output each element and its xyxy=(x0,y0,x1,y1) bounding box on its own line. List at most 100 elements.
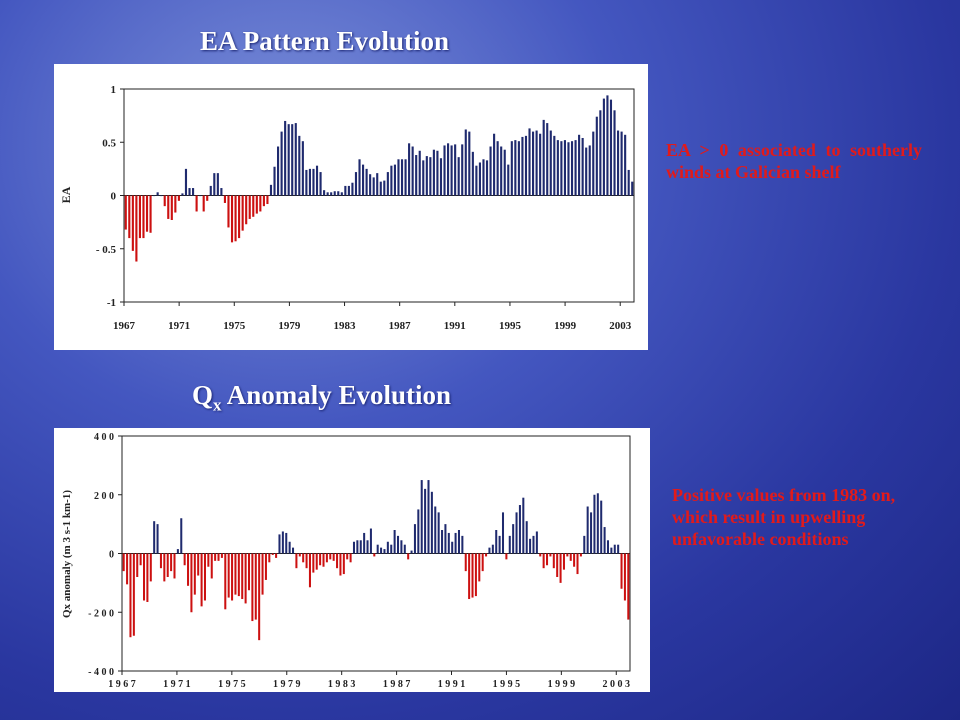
ea-bar xyxy=(138,195,141,239)
qx-bar xyxy=(325,553,328,563)
qx-bar xyxy=(366,540,369,554)
qx-bar xyxy=(407,553,410,560)
qx-bar xyxy=(292,547,295,554)
ea-x-tick-label: 1983 xyxy=(334,320,357,332)
ea-bar xyxy=(631,181,634,196)
ea-bar xyxy=(617,130,620,196)
ea-bar xyxy=(273,166,276,196)
ea-bar xyxy=(390,165,393,196)
qx-bar xyxy=(474,553,477,597)
qx-bar xyxy=(562,553,565,570)
qx-bar xyxy=(176,549,179,554)
ea-bar xyxy=(124,195,127,230)
qx-bar xyxy=(535,531,538,554)
ea-note: EA > 0 associated to southerly winds at … xyxy=(666,140,922,182)
qx-bar xyxy=(586,506,589,554)
ea-bar xyxy=(202,195,205,212)
qx-bar xyxy=(481,553,484,572)
ea-bar xyxy=(280,131,283,196)
ea-x-tick-label: 1995 xyxy=(499,320,521,332)
qx-bar xyxy=(417,509,420,554)
ea-bar xyxy=(425,156,428,196)
ea-bar xyxy=(372,177,375,196)
ea-y-tick-label: 0 xyxy=(111,191,117,203)
ea-bar xyxy=(383,180,386,196)
ea-bar xyxy=(393,164,396,196)
qx-bar xyxy=(254,553,257,620)
ea-y-tick-label: 0.5 xyxy=(102,137,116,149)
qx-bar xyxy=(501,512,505,554)
qx-x-tick-label: 1 9 9 9 xyxy=(548,679,576,690)
qx-bar xyxy=(623,553,626,601)
qx-bar xyxy=(542,553,545,569)
qx-bar xyxy=(515,512,518,554)
ea-bar xyxy=(461,144,464,196)
ea-bar xyxy=(142,195,145,239)
qx-bar xyxy=(451,541,454,554)
ea-bar xyxy=(588,145,591,196)
qx-bar xyxy=(468,553,471,600)
ea-bar xyxy=(128,195,131,239)
qx-bar xyxy=(132,553,135,636)
qx-bar xyxy=(518,505,521,554)
ea-bar xyxy=(294,123,297,196)
ea-bar xyxy=(241,195,244,231)
ea-bar xyxy=(411,146,414,196)
ea-bar xyxy=(323,190,326,196)
qx-bar xyxy=(383,549,386,554)
qx-bar xyxy=(532,535,535,554)
ea-bar xyxy=(227,195,230,228)
ea-bar xyxy=(439,158,443,196)
ea-bar xyxy=(195,195,198,212)
qx-bar xyxy=(373,553,376,557)
ea-bar xyxy=(376,173,379,196)
ea-bar xyxy=(255,195,258,214)
ea-bar xyxy=(160,195,163,197)
ea-bar xyxy=(436,150,439,196)
qx-bar xyxy=(183,553,186,566)
qx-bar xyxy=(217,553,220,561)
qx-bar xyxy=(319,553,322,566)
ea-chart-panel: 1 0.5 0 - 0.5 -1 1967 1971 1975 1979 1983 1987 1991… xyxy=(54,64,648,350)
ea-bar xyxy=(220,188,223,196)
ea-bar xyxy=(443,145,446,196)
ea-bar xyxy=(209,185,212,196)
ea-bar xyxy=(248,195,251,219)
qx-bar xyxy=(539,553,542,557)
qx-bar xyxy=(508,535,511,554)
ea-bar xyxy=(333,191,336,196)
qx-bar xyxy=(275,553,278,558)
qx-bar xyxy=(207,553,210,567)
qx-bar xyxy=(454,532,457,554)
ea-bar xyxy=(365,168,368,196)
qx-bar xyxy=(461,535,464,554)
qx-bar xyxy=(149,553,152,582)
ea-bar xyxy=(493,133,496,196)
ea-bar xyxy=(153,195,156,197)
qx-bar-chart: 4 0 0 2 0 0 0 - 2 0 0 - 4 0 01 9 6 7 1 9 7 1 1… xyxy=(61,432,631,690)
ea-bar xyxy=(521,136,524,196)
ea-x-tick-label: 1999 xyxy=(554,320,577,332)
qx-bar xyxy=(610,547,613,554)
qx-bar xyxy=(393,530,396,554)
qx-bar xyxy=(464,553,467,572)
ea-bar xyxy=(269,184,273,196)
ea-bar xyxy=(482,159,485,196)
ea-bar xyxy=(496,141,499,196)
qx-bar xyxy=(136,553,139,577)
qx-bar xyxy=(352,541,356,554)
ea-bar xyxy=(539,133,542,196)
qx-bar xyxy=(234,553,237,595)
ea-bar xyxy=(344,185,347,196)
ea-bar xyxy=(369,174,372,196)
qx-bar xyxy=(569,553,572,561)
ea-bar xyxy=(319,172,322,196)
qx-bar xyxy=(403,544,406,554)
ea-bar xyxy=(542,119,545,196)
qx-bar xyxy=(396,535,400,554)
ea-bar xyxy=(408,143,411,196)
qx-bar xyxy=(322,553,325,567)
ea-bar xyxy=(567,142,570,196)
qx-bar xyxy=(390,544,393,554)
qx-bar xyxy=(295,553,298,569)
